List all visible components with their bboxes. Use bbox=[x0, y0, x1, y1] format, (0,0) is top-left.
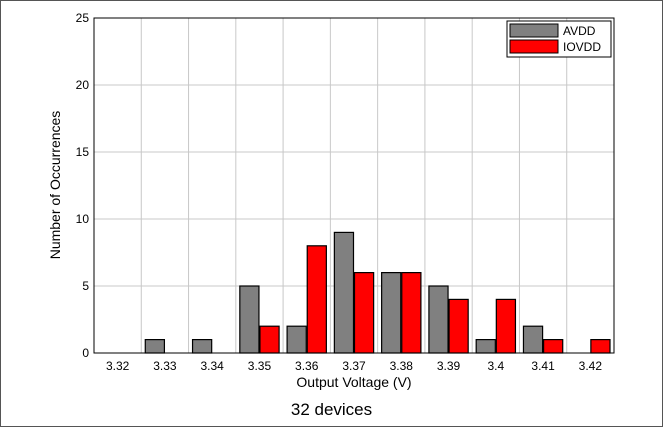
y-axis-label: Number of Occurrences bbox=[47, 111, 63, 260]
x-tick-label: 3.34 bbox=[201, 359, 225, 373]
bar-avdd-3.36 bbox=[286, 325, 307, 354]
x-tick-label: 3.37 bbox=[342, 359, 366, 373]
bar-iovdd-3.39 bbox=[448, 298, 469, 354]
y-tick-label: 0 bbox=[82, 346, 89, 360]
y-tick-label: 25 bbox=[76, 11, 90, 25]
bar-iovdd-3.42 bbox=[590, 339, 611, 354]
legend: AVDD IOVDD bbox=[506, 20, 612, 58]
axes bbox=[93, 17, 615, 354]
tick-labels: 0 5 10 15 20 25 3.32 3.33 3.34 3.35 3.36 3.37 3.38 3.… bbox=[76, 11, 603, 373]
y-tick-label: 5 bbox=[82, 279, 89, 293]
bar-iovdd-3.37 bbox=[353, 272, 375, 354]
x-tick-label: 3.42 bbox=[579, 359, 603, 373]
bar-avdd-3.37 bbox=[333, 231, 355, 354]
x-tick-label: 3.33 bbox=[153, 359, 177, 373]
bars-group bbox=[144, 231, 611, 354]
plot-border bbox=[93, 17, 615, 354]
x-tick-label: 3.32 bbox=[106, 359, 130, 373]
y-tick-label: 15 bbox=[76, 145, 90, 159]
bar-avdd-3.41 bbox=[522, 325, 544, 354]
bar-avdd-3.35 bbox=[239, 285, 260, 354]
legend-label-avdd: AVDD bbox=[563, 24, 596, 38]
x-tick-label: 3.39 bbox=[437, 359, 461, 373]
bar-avdd-3.39 bbox=[428, 285, 449, 354]
caption: 32 devices bbox=[290, 400, 373, 419]
bar-iovdd-3.36 bbox=[306, 245, 327, 354]
x-axis-label: Output Voltage (V) bbox=[296, 374, 411, 390]
bar-iovdd-3.41 bbox=[542, 339, 564, 354]
bar-avdd-3.33 bbox=[144, 339, 166, 354]
bar-iovdd-3.4 bbox=[495, 298, 517, 354]
x-tick-label: 3.38 bbox=[390, 359, 414, 373]
x-tick-label: 3.41 bbox=[531, 359, 555, 373]
bar-avdd-3.4 bbox=[475, 339, 496, 354]
y-tick-label: 20 bbox=[76, 78, 90, 92]
x-tick-label: 3.4 bbox=[487, 359, 504, 373]
legend-label-iovdd: IOVDD bbox=[563, 40, 601, 54]
legend-swatch-avdd bbox=[509, 23, 559, 38]
bar-avdd-3.34 bbox=[191, 339, 213, 354]
y-tick-label: 10 bbox=[76, 212, 90, 226]
bar-iovdd-3.38 bbox=[401, 272, 422, 354]
bar-avdd-3.38 bbox=[381, 272, 402, 354]
x-tick-label: 3.35 bbox=[248, 359, 272, 373]
x-tick-label: 3.36 bbox=[295, 359, 319, 373]
legend-swatch-iovdd bbox=[509, 39, 559, 54]
bar-iovdd-3.35 bbox=[259, 325, 280, 354]
